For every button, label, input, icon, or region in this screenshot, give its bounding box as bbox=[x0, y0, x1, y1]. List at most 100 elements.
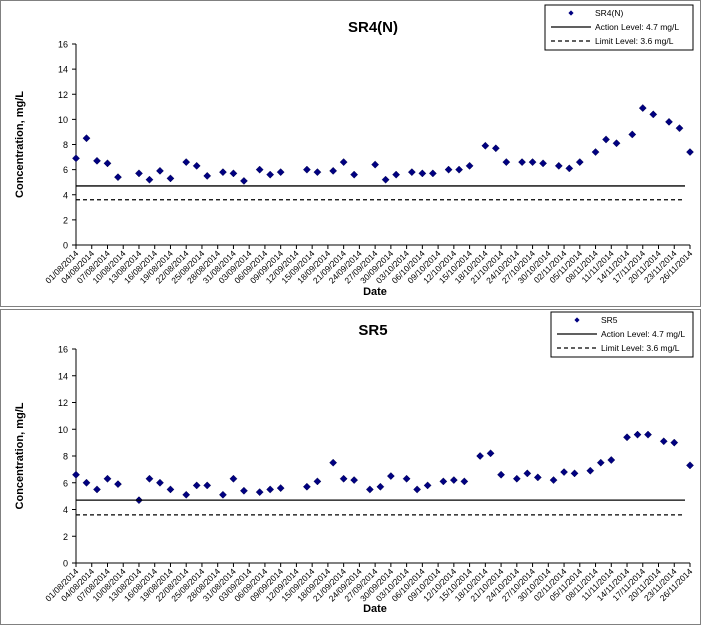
data-point bbox=[644, 430, 652, 439]
data-point bbox=[114, 173, 122, 182]
data-point bbox=[649, 110, 658, 119]
y-tick-label: 2 bbox=[63, 532, 68, 542]
data-point bbox=[533, 473, 542, 482]
data-point bbox=[565, 164, 574, 173]
y-tick-label: 0 bbox=[63, 559, 68, 569]
data-point bbox=[313, 477, 322, 486]
data-point bbox=[329, 166, 338, 175]
data-point bbox=[219, 490, 227, 499]
data-point bbox=[156, 478, 164, 487]
y-tick-label: 8 bbox=[63, 452, 68, 462]
y-tick-label: 14 bbox=[58, 65, 68, 75]
y-tick-label: 2 bbox=[63, 215, 68, 225]
data-point bbox=[675, 124, 684, 133]
y-tick-label: 4 bbox=[63, 505, 68, 515]
data-point bbox=[350, 476, 359, 484]
data-point bbox=[219, 168, 227, 177]
data-point bbox=[240, 486, 248, 495]
y-tick-label: 6 bbox=[63, 478, 68, 488]
chart-sr5: SR5024681012141601/08/201404/08/201407/0… bbox=[14, 311, 695, 615]
data-point bbox=[449, 476, 458, 484]
data-point bbox=[82, 134, 91, 143]
data-point bbox=[386, 472, 395, 480]
data-point bbox=[570, 469, 579, 478]
data-point bbox=[166, 174, 175, 183]
data-point bbox=[523, 469, 532, 478]
data-point bbox=[518, 158, 526, 166]
data-point bbox=[276, 484, 285, 492]
legend-label: Limit Level: 3.6 mg/L bbox=[601, 343, 680, 353]
data-point bbox=[476, 452, 484, 460]
data-point bbox=[455, 165, 463, 174]
data-point bbox=[339, 158, 348, 166]
chart-panel-sr5: SR5 0 2 4 6 8 10 12 14 16 01/08/2014 04/08/2014 07/0… bbox=[0, 309, 701, 625]
data-point bbox=[392, 170, 401, 179]
data-point bbox=[497, 470, 505, 479]
legend-label: Limit Level: 3.6 mg/L bbox=[595, 36, 674, 46]
data-point bbox=[135, 169, 143, 178]
data-point bbox=[670, 438, 679, 447]
data-point bbox=[145, 474, 154, 483]
data-point bbox=[371, 160, 380, 169]
data-point bbox=[402, 474, 411, 483]
data-point bbox=[423, 481, 432, 490]
data-point bbox=[460, 477, 469, 486]
y-tick-label: 12 bbox=[58, 90, 68, 100]
data-point bbox=[428, 169, 437, 178]
data-point bbox=[491, 144, 500, 153]
chart-panel-sr4n: SR4(N) 0 2 4 6 8 10 12 14 16 01/08/2014 04/08/2014 0… bbox=[0, 0, 701, 307]
data-point bbox=[554, 161, 563, 170]
y-tick-label: 16 bbox=[58, 345, 68, 355]
data-point bbox=[659, 437, 668, 446]
legend-label: SR5 bbox=[601, 315, 618, 325]
data-point bbox=[481, 141, 490, 150]
y-tick-label: 10 bbox=[58, 115, 68, 125]
chart-sr4n: SR4(N)024681012141601/08/201404/08/20140… bbox=[14, 4, 695, 298]
data-point bbox=[72, 470, 80, 479]
y-tick-label: 6 bbox=[63, 165, 68, 175]
data-point bbox=[638, 104, 647, 112]
data-point bbox=[486, 449, 495, 458]
y-tick-label: 4 bbox=[63, 190, 68, 200]
x-axis-label: Date bbox=[363, 603, 387, 615]
data-point bbox=[607, 456, 616, 464]
data-point bbox=[418, 169, 427, 178]
data-point bbox=[350, 170, 359, 179]
data-point bbox=[313, 168, 322, 177]
data-point bbox=[686, 461, 694, 470]
data-point bbox=[407, 168, 416, 177]
y-axis-label: Concentration, mg/L bbox=[14, 402, 26, 509]
data-point bbox=[686, 148, 694, 156]
data-point bbox=[465, 161, 474, 170]
data-point bbox=[166, 485, 175, 494]
data-point bbox=[528, 158, 537, 166]
data-point bbox=[623, 433, 631, 442]
legend-marker-swatch bbox=[574, 317, 580, 323]
data-point bbox=[549, 476, 558, 484]
data-point bbox=[381, 175, 390, 184]
data-point bbox=[103, 159, 112, 168]
data-point bbox=[612, 139, 621, 148]
data-point bbox=[229, 169, 238, 178]
data-point bbox=[72, 154, 80, 163]
data-point bbox=[560, 468, 568, 476]
data-point bbox=[203, 481, 212, 490]
data-point bbox=[156, 166, 164, 175]
data-point bbox=[512, 474, 521, 483]
chart-title: SR4(N) bbox=[348, 19, 398, 36]
data-point bbox=[266, 485, 275, 494]
data-point bbox=[633, 430, 642, 439]
data-point bbox=[303, 165, 311, 174]
data-point bbox=[93, 156, 101, 165]
x-axis-label: Date bbox=[363, 286, 387, 298]
data-point bbox=[229, 474, 238, 483]
data-point bbox=[439, 477, 448, 486]
chart-title: SR5 bbox=[358, 322, 387, 339]
data-point bbox=[575, 158, 584, 166]
data-point bbox=[82, 478, 91, 487]
data-point bbox=[329, 458, 338, 467]
data-point bbox=[596, 458, 605, 467]
data-point bbox=[276, 168, 285, 177]
y-tick-label: 16 bbox=[58, 40, 68, 50]
data-point bbox=[502, 158, 511, 166]
